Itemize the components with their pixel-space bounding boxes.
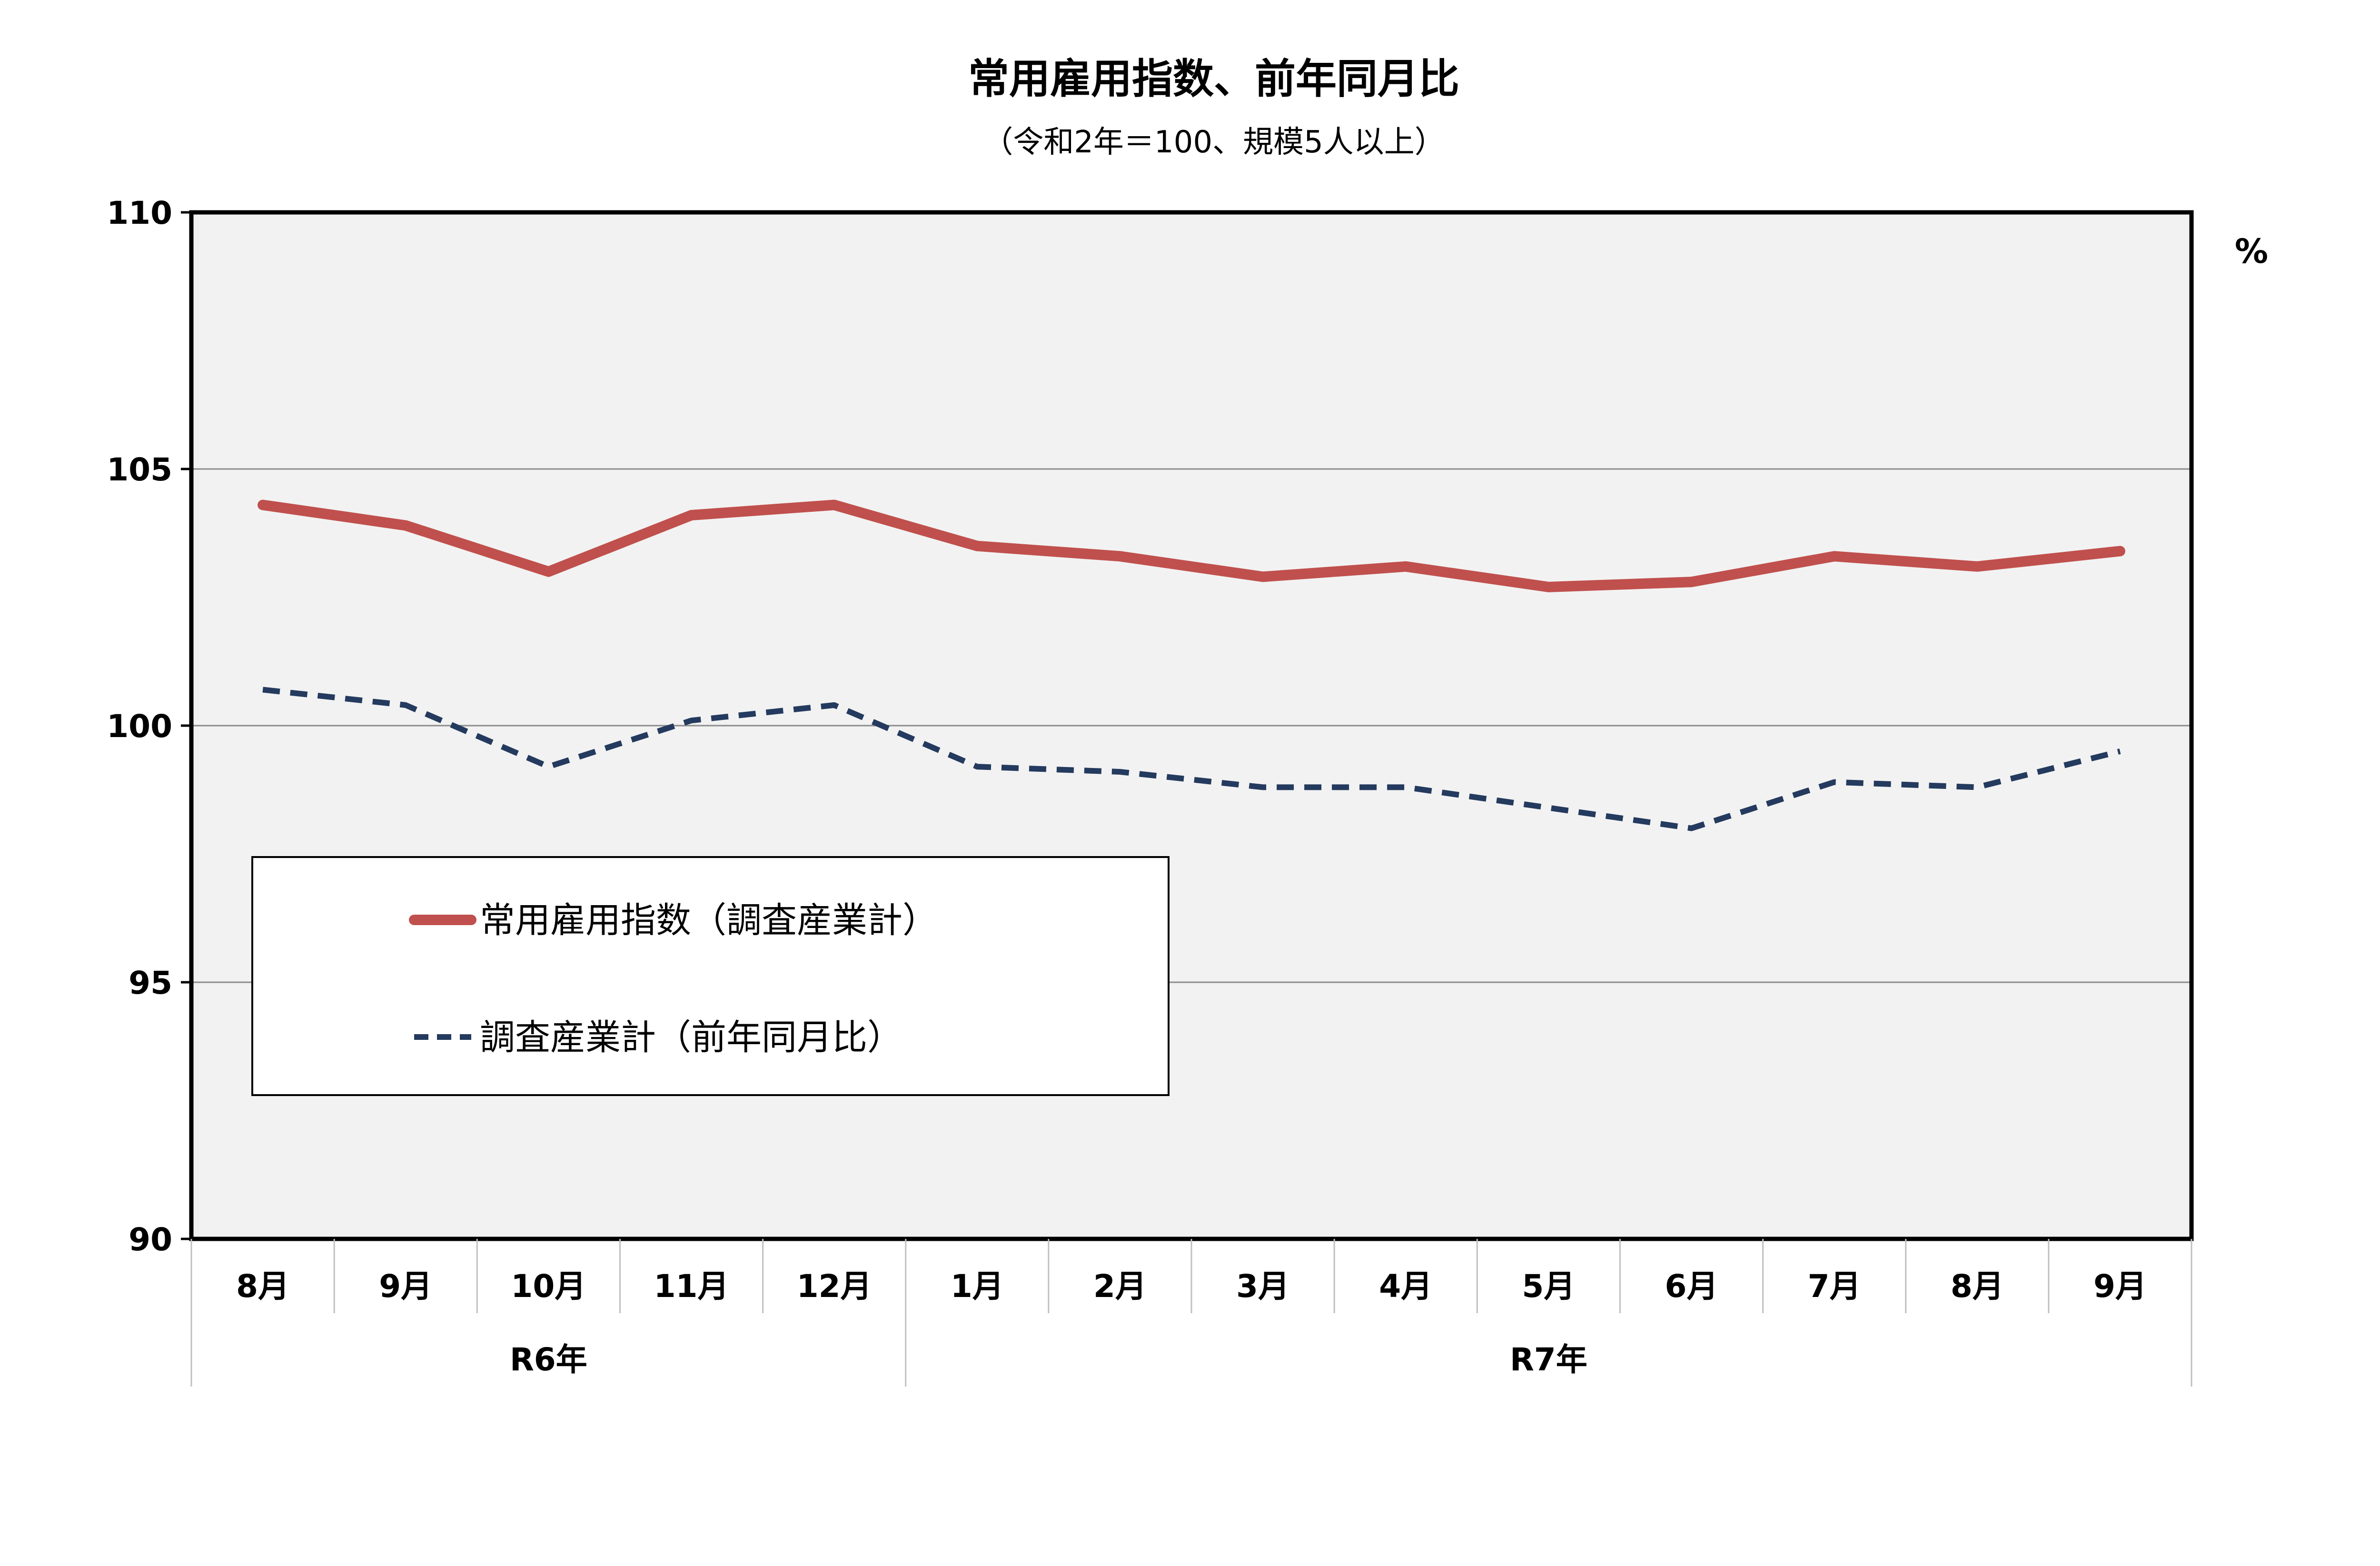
- legend-box: [251, 856, 1170, 1096]
- x-tick-label: 7月: [1808, 1268, 1861, 1305]
- x-tick-label: 4月: [1379, 1268, 1432, 1305]
- x-group-label: R6年: [510, 1341, 587, 1378]
- data-point-yoy: [548, 766, 549, 767]
- data-point-yoy: [1405, 787, 1406, 788]
- chart-subtitle: （令和2年＝100、規模5人以上）: [982, 125, 1445, 160]
- x-tick-label: 2月: [1093, 1268, 1147, 1305]
- y-tick-label: 105: [107, 451, 172, 488]
- data-point-index: [405, 525, 406, 526]
- x-tick-label: 9月: [379, 1268, 432, 1305]
- data-point-index: [834, 504, 835, 505]
- data-point-yoy: [977, 766, 978, 767]
- data-point-yoy: [1548, 807, 1549, 808]
- x-tick-label: 8月: [1951, 1268, 2004, 1305]
- series-line-index: [258, 499, 2125, 592]
- legend: 常用雇用指数（調査産業計） 調査産業計（前年同月比）: [251, 856, 1170, 1096]
- x-tick-label: 8月: [236, 1268, 289, 1305]
- y-unit-label: %: [2235, 232, 2268, 271]
- legend-label-index: 常用雇用指数（調査産業計）: [480, 900, 938, 941]
- data-point-yoy: [1977, 787, 1978, 788]
- y-tick-label: 90: [129, 1221, 172, 1258]
- data-point-index: [977, 546, 978, 547]
- x-tick-label: 5月: [1522, 1268, 1575, 1305]
- data-point-yoy: [262, 689, 263, 690]
- x-tick-label: 6月: [1665, 1268, 1718, 1305]
- data-point-index: [548, 571, 549, 572]
- data-point-index: [1548, 587, 1549, 588]
- data-point-index: [1405, 566, 1406, 567]
- y-tick-label: 100: [107, 708, 172, 745]
- data-point-index: [691, 515, 692, 516]
- data-point-yoy: [1691, 828, 1692, 829]
- x-tick-label: 9月: [2093, 1268, 2147, 1305]
- data-point-index: [1834, 556, 1835, 557]
- x-tick-label: 10月: [511, 1268, 586, 1305]
- x-tick-label: 1月: [951, 1268, 1004, 1305]
- data-point-index: [2120, 550, 2121, 551]
- data-point-yoy: [834, 705, 835, 706]
- x-tick-label: 11月: [654, 1268, 729, 1305]
- y-tick-label: 110: [107, 195, 172, 231]
- x-group-label: R7年: [1510, 1341, 1587, 1378]
- data-point-yoy: [1834, 782, 1835, 783]
- data-point-yoy: [405, 705, 406, 706]
- data-point-yoy: [1120, 771, 1121, 772]
- data-point-index: [1262, 576, 1263, 577]
- data-point-yoy: [2120, 751, 2121, 752]
- x-tick-label: 12月: [797, 1268, 872, 1305]
- data-point-index: [262, 504, 263, 505]
- chart-title: 常用雇用指数、前年同月比: [968, 55, 1459, 103]
- data-point-yoy: [691, 720, 692, 721]
- legend-label-yoy: 調査産業計（前年同月比）: [480, 1017, 902, 1058]
- data-point-yoy: [1262, 787, 1263, 788]
- data-point-index: [1691, 581, 1692, 582]
- data-point-index: [1977, 566, 1978, 567]
- y-tick-label: 95: [129, 965, 172, 1001]
- x-tick-label: 3月: [1236, 1268, 1289, 1305]
- data-point-index: [1120, 556, 1121, 557]
